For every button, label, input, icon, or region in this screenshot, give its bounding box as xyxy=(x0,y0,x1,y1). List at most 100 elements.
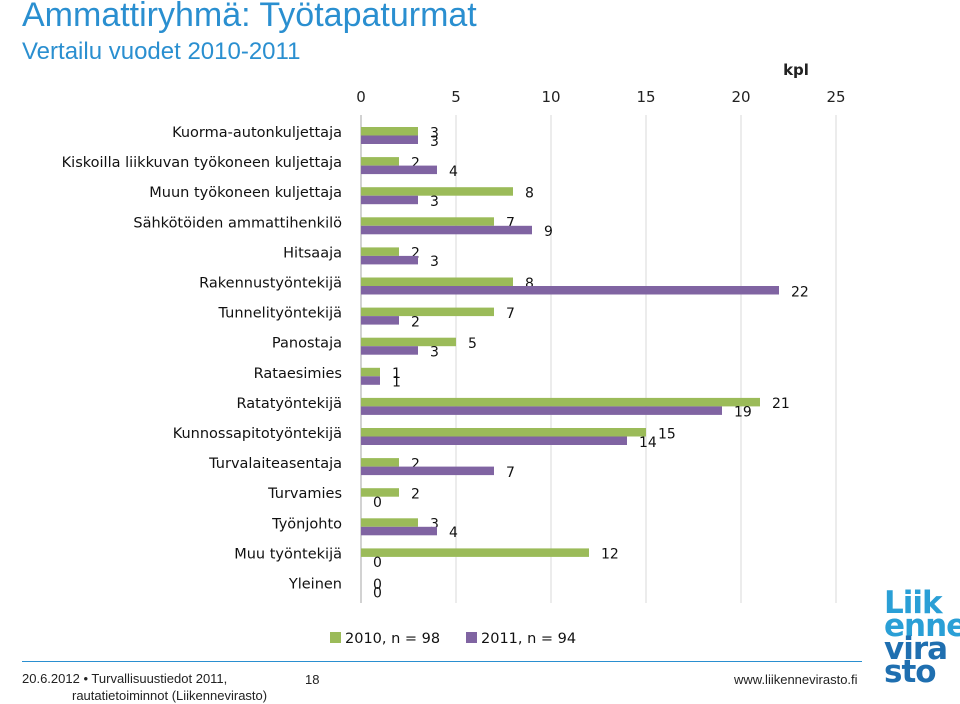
bar-2010 xyxy=(361,337,456,347)
page-subtitle: Vertailu vuodet 2010-2011 xyxy=(22,38,301,65)
data-label: 3 xyxy=(430,125,439,141)
x-tick-label: 20 xyxy=(731,88,750,106)
bar-2010 xyxy=(361,277,513,286)
unit-label: kpl xyxy=(783,61,809,79)
liikennevirasto-logo: Liik enne vira sto xyxy=(884,585,960,690)
data-label: 0 xyxy=(373,585,382,601)
data-label: 3 xyxy=(430,254,439,270)
x-tick-label: 5 xyxy=(451,88,461,106)
bar-2010 xyxy=(361,217,494,226)
footer-source-line2: rautatietoiminnot (Liikennevirasto) xyxy=(72,688,268,703)
data-label: 2 xyxy=(411,246,420,262)
bar-2010 xyxy=(361,157,399,166)
footer-url[interactable]: www.liikennevirasto.fi xyxy=(734,672,858,687)
bar-2011 xyxy=(361,346,418,355)
data-label: 2 xyxy=(411,486,420,502)
legend-swatch xyxy=(330,632,341,643)
bar-2010 xyxy=(361,397,760,407)
legend-label: 2011, n = 94 xyxy=(481,631,576,647)
footer-bullet: • xyxy=(83,671,89,686)
bar-2011 xyxy=(361,135,418,144)
bar-2011 xyxy=(361,286,779,295)
data-label: 1 xyxy=(392,375,401,391)
bar-2011 xyxy=(361,406,722,415)
bar-2010 xyxy=(361,488,399,497)
x-tick-label: 0 xyxy=(356,88,366,106)
footer-divider xyxy=(22,661,862,662)
bar-2011 xyxy=(361,255,418,265)
footer-source: 20.6.2012 • Turvallisuustiedot 2011, rau… xyxy=(22,670,267,704)
data-label: 22 xyxy=(791,284,809,300)
data-label: 1 xyxy=(392,366,401,382)
x-tick-label: 10 xyxy=(541,88,560,106)
category-label: Sähkötöiden ammattihenkilö xyxy=(133,215,342,231)
data-label: 9 xyxy=(544,224,553,240)
data-label: 0 xyxy=(373,577,382,593)
bar-2010 xyxy=(361,428,646,437)
data-label: 4 xyxy=(449,525,458,541)
data-label: 4 xyxy=(449,164,458,180)
logo-line4: sto xyxy=(884,654,937,690)
data-label: 3 xyxy=(430,194,439,210)
x-tick-label: 15 xyxy=(636,88,655,106)
data-label: 7 xyxy=(506,216,515,232)
category-label: Kiskoilla liikkuvan työkoneen kuljettaja xyxy=(62,155,342,171)
data-label: 14 xyxy=(639,435,657,451)
legend-label: 2010, n = 98 xyxy=(345,631,440,647)
bar-2010 xyxy=(361,367,380,377)
logo-line3: vira xyxy=(884,631,948,667)
data-label: 3 xyxy=(430,134,439,150)
data-label: 2 xyxy=(411,456,420,472)
legend-swatch xyxy=(466,632,477,643)
data-label: 12 xyxy=(601,547,619,563)
x-tick-label: 25 xyxy=(826,88,845,106)
category-label: Turvamies xyxy=(267,486,342,502)
bar-2010 xyxy=(361,307,494,317)
bar-2011 xyxy=(361,466,494,476)
bar-2011 xyxy=(361,165,437,175)
data-label: 3 xyxy=(430,344,439,360)
bar-2010 xyxy=(361,548,589,557)
footer-source-line1: Turvallisuustiedot 2011, xyxy=(91,671,228,686)
category-label: Hitsaaja xyxy=(283,245,342,261)
category-label: Yleinen xyxy=(288,577,342,593)
data-label: 3 xyxy=(430,517,439,533)
bar-2011 xyxy=(361,195,418,205)
page-title: Ammattiryhmä: Työtapaturmat xyxy=(22,0,477,34)
category-label: Rataesimies xyxy=(254,366,342,382)
data-label: 15 xyxy=(658,426,676,442)
bar-2011 xyxy=(361,316,399,325)
bar-2010 xyxy=(361,518,418,527)
category-label: Kuorma-autonkuljettaja xyxy=(172,125,342,141)
bar-2010 xyxy=(361,127,418,136)
category-label: Muun työkoneen kuljettaja xyxy=(149,185,342,201)
category-label: Turvalaiteasentaja xyxy=(208,456,342,472)
bar-2010 xyxy=(361,247,399,256)
logo-line2: enne xyxy=(884,608,960,644)
category-label: Muu työntekijä xyxy=(234,546,342,562)
data-label: 21 xyxy=(772,396,790,412)
data-label: 0 xyxy=(373,495,382,511)
category-label: Kunnossapitotyöntekijä xyxy=(173,426,342,442)
data-label: 7 xyxy=(506,465,515,481)
bar-2011 xyxy=(361,376,380,385)
category-label: Rakennustyöntekijä xyxy=(199,276,342,292)
category-label: Työnjohto xyxy=(271,516,342,532)
data-label: 0 xyxy=(373,555,382,571)
data-label: 5 xyxy=(468,336,477,352)
logo-line1: Liik xyxy=(884,585,943,621)
bar-2011 xyxy=(361,436,627,445)
data-label: 8 xyxy=(525,276,534,292)
category-label: Panostaja xyxy=(272,336,342,352)
data-label: 2 xyxy=(411,314,420,330)
page-number: 18 xyxy=(305,672,320,687)
data-label: 2 xyxy=(411,155,420,171)
bar-2011 xyxy=(361,225,532,235)
data-label: 19 xyxy=(734,405,752,421)
bar-2010 xyxy=(361,187,513,196)
category-label: Ratatyöntekijä xyxy=(237,396,343,412)
data-label: 7 xyxy=(506,306,515,322)
data-label: 8 xyxy=(525,185,534,201)
bar-chart: 0 5 10 15 20 25kplKuorma-autonkuljettajaKisko… xyxy=(62,61,846,647)
bar-2010 xyxy=(361,458,399,467)
